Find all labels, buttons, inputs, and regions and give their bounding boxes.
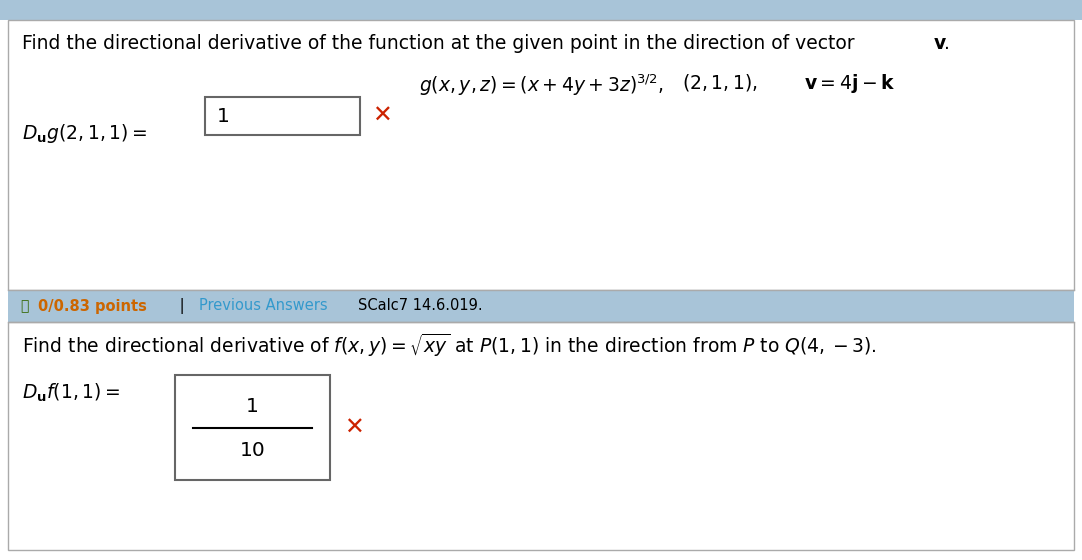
Text: Find the directional derivative of the function at the given point in the direct: Find the directional derivative of the f…	[22, 34, 860, 53]
Bar	[204, 97, 360, 135]
Bar	[0, 0, 1082, 20]
Text: v: v	[934, 34, 947, 53]
Text: $D_{\mathbf{u}}g(2, 1, 1) =$: $D_{\mathbf{u}}g(2, 1, 1) =$	[22, 122, 147, 145]
Text: $D_{\mathbf{u}}f(1, 1) =$: $D_{\mathbf{u}}f(1, 1) =$	[22, 382, 120, 404]
Text: 1: 1	[217, 106, 229, 125]
Bar	[175, 375, 330, 480]
Bar	[8, 322, 1074, 550]
Text: ✕: ✕	[344, 416, 364, 440]
Text: $(2, 1, 1),$: $(2, 1, 1),$	[682, 72, 757, 93]
Text: |: |	[175, 298, 189, 314]
Text: Find the directional derivative of $f(x, y) = \sqrt{xy}$ at $P(1, 1)$ in the dir: Find the directional derivative of $f(x,…	[22, 332, 876, 359]
Text: ✕: ✕	[372, 104, 392, 128]
Text: ➕: ➕	[19, 299, 28, 313]
Text: 1: 1	[246, 397, 259, 416]
Text: 10: 10	[239, 441, 265, 460]
Text: 0/0.83 points: 0/0.83 points	[38, 298, 147, 314]
Bar	[8, 290, 1074, 322]
Text: $\mathbf{v} = 4\mathbf{j} - \mathbf{k}$: $\mathbf{v} = 4\mathbf{j} - \mathbf{k}$	[804, 72, 896, 95]
Text: SCalc7 14.6.019.: SCalc7 14.6.019.	[358, 298, 483, 314]
Text: $g(x, y, z) = (x + 4y + 3z)^{3/2},$: $g(x, y, z) = (x + 4y + 3z)^{3/2},$	[419, 72, 663, 97]
Bar	[8, 20, 1074, 290]
Text: Previous Answers: Previous Answers	[199, 298, 328, 314]
Text: .: .	[944, 34, 950, 53]
